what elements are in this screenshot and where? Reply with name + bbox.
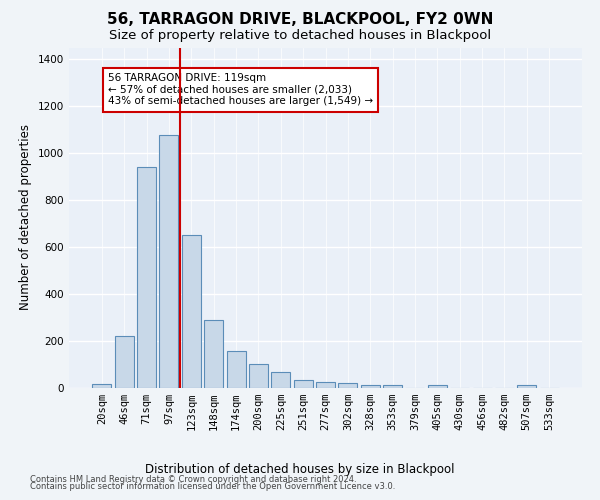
Y-axis label: Number of detached properties: Number of detached properties [19, 124, 32, 310]
Text: 56 TARRAGON DRIVE: 119sqm
← 57% of detached houses are smaller (2,033)
43% of se: 56 TARRAGON DRIVE: 119sqm ← 57% of detac… [108, 74, 373, 106]
Bar [361, 384, 380, 388]
Text: Contains public sector information licensed under the Open Government Licence v3: Contains public sector information licen… [30, 482, 395, 491]
Text: Size of property relative to detached houses in Blackpool: Size of property relative to detached ho… [109, 29, 491, 42]
Bar [160, 136, 178, 388]
Bar [249, 364, 268, 388]
Bar [517, 385, 536, 388]
Bar [182, 235, 201, 388]
Bar [137, 167, 156, 388]
Bar [293, 380, 313, 388]
Bar [115, 336, 134, 388]
Text: Distribution of detached houses by size in Blackpool: Distribution of detached houses by size … [145, 462, 455, 475]
Bar [383, 384, 402, 388]
Bar [271, 372, 290, 388]
Bar [338, 383, 358, 388]
Text: Contains HM Land Registry data © Crown copyright and database right 2024.: Contains HM Land Registry data © Crown c… [30, 475, 356, 484]
Bar [227, 351, 245, 388]
Bar [316, 382, 335, 388]
Bar [92, 384, 112, 388]
Text: 56, TARRAGON DRIVE, BLACKPOOL, FY2 0WN: 56, TARRAGON DRIVE, BLACKPOOL, FY2 0WN [107, 12, 493, 28]
Bar [428, 384, 447, 388]
Bar [204, 320, 223, 388]
